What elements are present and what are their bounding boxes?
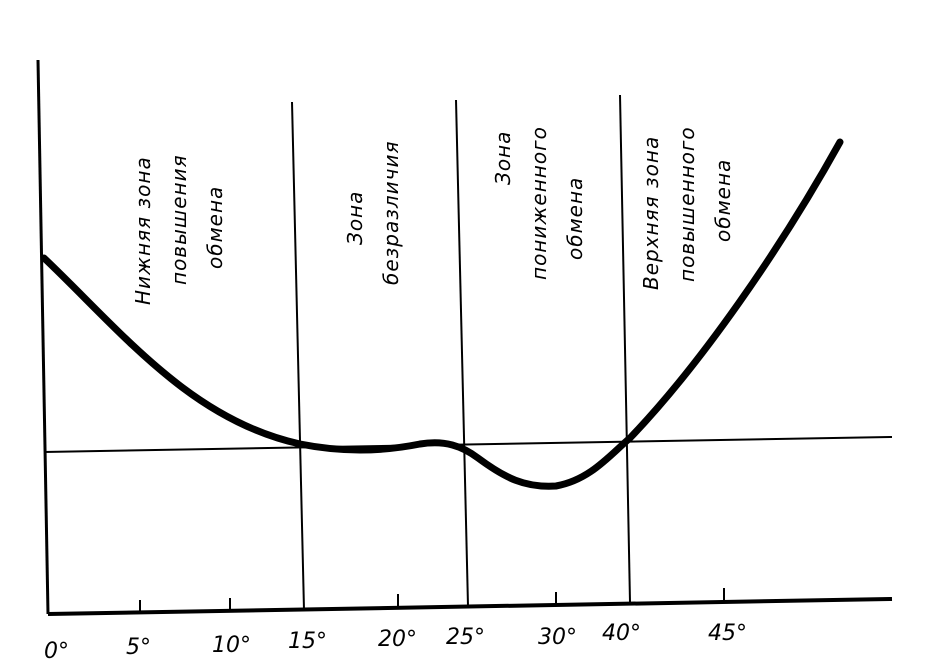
zone-divider-1 (291, 101, 305, 611)
zone-divider-2 (455, 99, 469, 607)
zone-label-3: Зона пониженного обмена (491, 126, 587, 280)
x-tick-label: 0° (44, 639, 69, 664)
zone-label-4: Верхняя зона повышенного обмена (639, 126, 735, 290)
zone-label-line: обмена (711, 159, 735, 242)
x-tick-label: 40° (602, 621, 641, 646)
zone-label-line: Зона (491, 131, 515, 185)
zone-divider-3 (619, 94, 631, 603)
x-tick-labels: 0° 5° 10° 15° 20° 25° 30° 40° 45° (44, 621, 747, 664)
x-tick-label: 20° (378, 627, 417, 652)
x-tick-label: 25° (446, 625, 485, 650)
zone-label-line: пониженного (527, 126, 551, 280)
x-axis (47, 597, 893, 616)
y-axis (36, 59, 50, 615)
zone-label-2: Зона безразличия (343, 141, 403, 286)
x-tick-label: 45° (708, 621, 747, 646)
zone-label-line: повышенного (675, 126, 699, 282)
zone-label-1: Нижняя зона повышения обмена (131, 154, 227, 305)
zone-label-line: обмена (203, 186, 227, 269)
zone-label-line: Зона (343, 191, 367, 245)
zone-label-line: Нижняя зона (131, 156, 155, 305)
zone-label-line: безразличия (379, 141, 403, 286)
x-tick-label: 30° (538, 625, 577, 650)
zone-label-line: Верхняя зона (639, 136, 663, 290)
zone-label-line: повышения (167, 154, 191, 285)
metabolism-curve (40, 138, 844, 490)
x-tick-label: 5° (126, 635, 151, 660)
baseline-line (43, 436, 893, 453)
x-tick-label: 15° (288, 629, 327, 654)
zone-label-line: обмена (563, 177, 587, 260)
x-tick-marks (139, 588, 725, 612)
x-tick-label: 10° (212, 633, 251, 658)
